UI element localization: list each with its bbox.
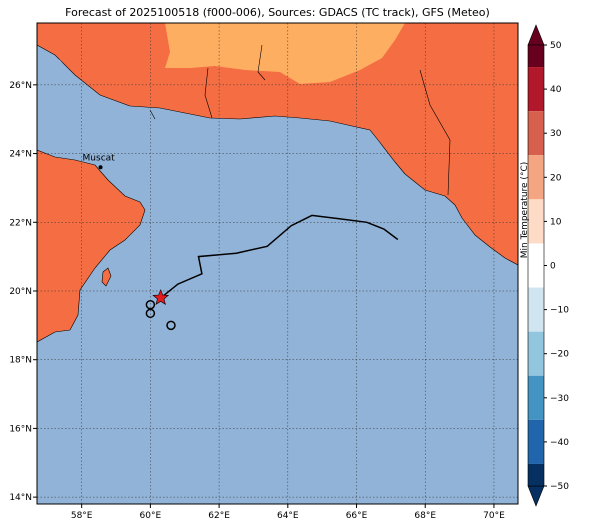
city-marker xyxy=(98,165,103,170)
colorbar-segment xyxy=(528,243,544,288)
lat-tick-label: 16°N xyxy=(9,424,32,434)
colorbar-tick-label: 30 xyxy=(550,129,562,139)
lon-tick-label: 68°E xyxy=(414,511,436,521)
lat-tick-label: 24°N xyxy=(9,150,32,160)
colorbar-segment xyxy=(528,287,544,332)
colorbar-tick-label: 0 xyxy=(550,262,556,272)
colorbar-segment xyxy=(528,45,544,68)
colorbar-tick-label: −40 xyxy=(550,438,569,448)
land-oman xyxy=(37,149,146,343)
map-frame xyxy=(36,22,519,505)
colorbar-segment xyxy=(528,111,544,156)
lat-tick-label: 22°N xyxy=(9,218,32,228)
colorbar-segment xyxy=(528,419,544,464)
lon-tick-label: 70°E xyxy=(483,511,505,521)
lon-tick-label: 58°E xyxy=(71,511,93,521)
colorbar-segment xyxy=(528,331,544,376)
lat-tick-label: 14°N xyxy=(9,493,32,503)
colorbar-tick-label: 10 xyxy=(550,217,562,227)
colorbar-arrow-bottom xyxy=(527,485,545,507)
colorbar-arrow-top xyxy=(527,24,545,46)
latitude-axis: 14°N 16°N 18°N 20°N 22°N 24°N 26°N xyxy=(9,81,37,503)
colorbar-segment xyxy=(528,67,544,112)
country-borders xyxy=(149,44,451,196)
lon-tick-label: 64°E xyxy=(277,511,299,521)
colorbar-tick-label: −10 xyxy=(550,306,569,316)
map-title: Forecast of 2025100518 (f000-006), Sourc… xyxy=(65,6,490,19)
gulf-of-oman xyxy=(37,50,100,105)
track-loop xyxy=(145,308,156,319)
colorbar-label: Min Temperature (°C) xyxy=(520,161,530,259)
colorbar-tick-label: −50 xyxy=(550,482,569,492)
colorbar-tick-label: 20 xyxy=(550,173,562,183)
colorbar-tick-label: 40 xyxy=(550,85,562,95)
masirah-island xyxy=(101,267,112,287)
lat-tick-label: 18°N xyxy=(9,356,32,366)
longitude-axis: 58°E 60°E 62°E 64°E 66°E 68°E 70°E xyxy=(71,504,505,521)
cyclone-track xyxy=(160,214,399,299)
colorbar-segment xyxy=(528,199,544,244)
lon-tick-label: 66°E xyxy=(346,511,368,521)
colorbar-tick-label: −30 xyxy=(550,394,569,404)
city-label: Muscat xyxy=(83,153,116,163)
lon-tick-label: 62°E xyxy=(208,511,230,521)
colorbar-segment xyxy=(528,463,544,486)
track-loop xyxy=(166,320,176,331)
track-loops xyxy=(145,299,176,331)
lon-tick-label: 60°E xyxy=(140,511,162,521)
current-position-marker xyxy=(152,289,170,305)
colorbar-tick-label: −20 xyxy=(550,350,569,360)
colorbar-segment xyxy=(528,155,544,200)
land-hot-region xyxy=(165,23,405,84)
land-iran-pakistan xyxy=(37,23,518,266)
colorbar-tick-label: 50 xyxy=(550,41,562,51)
colorbar-segment xyxy=(528,375,544,420)
lat-tick-label: 26°N xyxy=(9,81,32,91)
lat-tick-label: 20°N xyxy=(9,287,32,297)
colorbar: 50 40 30 20 10 0 −10 −20 −30 −40 −50 xyxy=(527,24,569,507)
